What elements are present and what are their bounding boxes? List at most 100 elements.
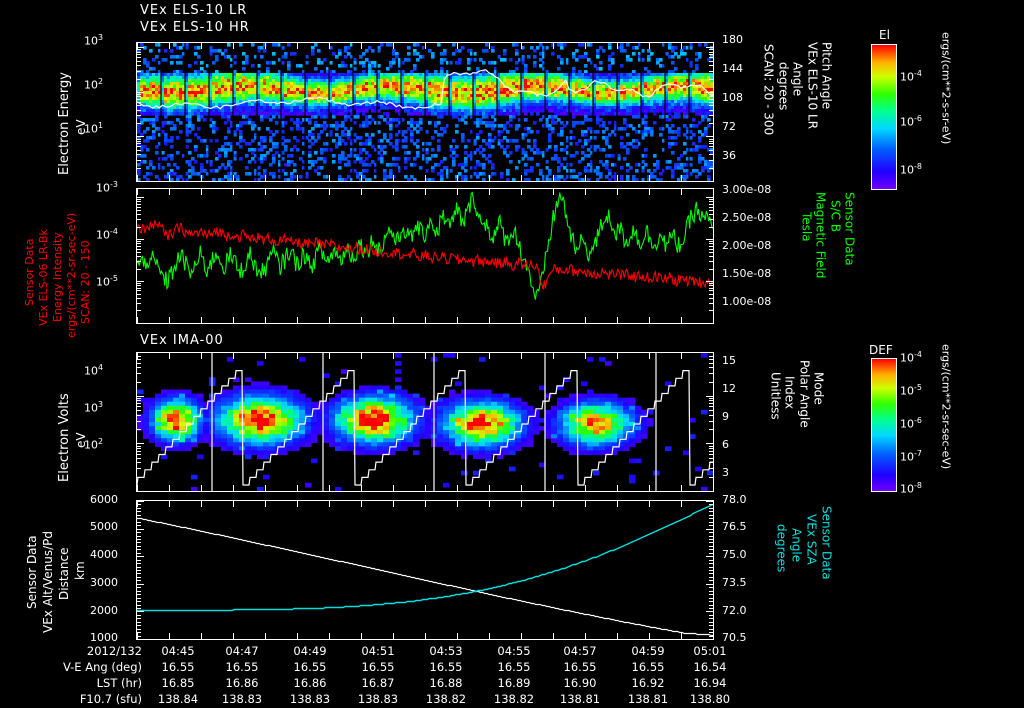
panel4-y2tick-4: 72.0: [722, 604, 747, 617]
colorbar2-tick-0: 10-4: [900, 350, 922, 365]
colorbar1-tick-2: 10-8: [900, 162, 922, 177]
panel3-plot-area[interactable]: [136, 352, 714, 492]
panel1-y2tick-1: 144: [722, 62, 743, 75]
panel2-y2-label-1: Sensor Data: [842, 192, 857, 266]
panel4-ytick-3: 3000: [90, 576, 118, 589]
table-cell: 138.83: [289, 692, 331, 706]
table-cell: 04:47: [225, 644, 259, 658]
panel4-lines: [137, 501, 713, 639]
table-row-label-2: LST (hr): [96, 676, 142, 690]
table-cell: 16.87: [361, 676, 395, 690]
table-cell: 04:59: [631, 644, 665, 658]
table-row-label-3: F10.7 (sfu): [79, 692, 142, 706]
panel2-lines: [137, 189, 713, 323]
panel4-y2-label-2: VEx SZA: [804, 514, 819, 565]
panel2-y2tick-4: 1.00e-08: [722, 295, 772, 308]
table-cell: 138.83: [221, 692, 263, 706]
table-cell: 16.86: [225, 676, 259, 690]
colorbar1-name: El: [879, 28, 890, 42]
colorbar2[interactable]: [871, 358, 897, 492]
table-row-label-1: V-E Ang (deg): [62, 660, 142, 674]
colorbar2-tick-2: 10-6: [900, 416, 922, 431]
panel2-y2-label-4: Tesla: [799, 212, 814, 242]
table-cell: 138.84: [157, 692, 199, 706]
colorbar2-unit: ergs/(cm**2-sr-sec-eV): [939, 344, 953, 470]
panel4-ytick-5: 1000: [90, 631, 118, 644]
panel4-ytick-2: 4000: [90, 548, 118, 561]
table-cell: 138.83: [357, 692, 399, 706]
colorbar1-gradient: [872, 45, 896, 189]
panel4-plot-area[interactable]: [136, 500, 714, 640]
panel1-y2-label-4: degrees: [776, 62, 791, 111]
table-cell: 04:57: [563, 644, 597, 658]
panel2-y2-label-3: Magnetic Field: [813, 192, 828, 279]
table-cell: 16.89: [497, 676, 531, 690]
table-cell: 04:55: [497, 644, 531, 658]
bottom-data-table: 2012/132 04:45 04:47 04:49 04:51 04:53 04:55 04…: [0, 645, 1024, 705]
table-cell: 04:53: [429, 644, 463, 658]
table-cell: 138.80: [689, 692, 731, 706]
panel1-y2-label-5: SCAN: 20 - 300: [761, 44, 776, 136]
panel3-y2tick-4: 3: [722, 466, 729, 479]
table-cell: 16.92: [631, 676, 665, 690]
panel4-ytick-4: 2000: [90, 604, 118, 617]
colorbar1-tick-0: 10-4: [900, 69, 922, 84]
panel1-y2tick-0: 180: [722, 33, 743, 46]
table-cell: 04:49: [293, 644, 327, 658]
panel3-y2tick-2: 9: [722, 410, 729, 423]
panel4-y2tick-1: 76.5: [722, 520, 747, 533]
panel2-label-4: ergs/(cm**2-sr-sec-eV): [65, 212, 78, 338]
panel3-ytick-1: 103: [84, 400, 104, 415]
panel3-y2-label-1: Mode: [811, 372, 826, 405]
panel3-y2-label-3: Index: [782, 376, 797, 410]
colorbar2-tick-4: 10-8: [900, 481, 922, 496]
panel1-y2-label-1: Pitch Angle: [819, 42, 834, 110]
table-cell: 16.86: [293, 676, 327, 690]
table-cell: 138.81: [559, 692, 601, 706]
table-cell: 04:51: [361, 644, 395, 658]
panel1-y2tick-2: 108: [722, 91, 743, 104]
table-cell: 16.55: [497, 660, 531, 674]
panel4-y2tick-5: 70.5: [722, 631, 747, 644]
colorbar1[interactable]: [871, 44, 897, 190]
panel4-y2tick-2: 75.0: [722, 548, 747, 561]
panel4-y2tick-0: 78.0: [722, 493, 747, 506]
colorbar2-tick-1: 10-5: [900, 383, 922, 398]
panel1-ytick-2: 101: [84, 121, 104, 136]
panel1-title-line2: VEx ELS-10 HR: [140, 20, 250, 35]
colorbar2-name: DEF: [869, 343, 893, 357]
panel4-label-3: Distance: [57, 547, 71, 600]
panel2-y2tick-3: 1.50e-08: [722, 267, 772, 280]
panel1-y2tick-3: 72: [722, 120, 736, 133]
table-cell: 05:01: [693, 644, 727, 658]
panel4-label-1: Sensor Data: [25, 535, 39, 609]
panel1-plot-area[interactable]: [136, 42, 714, 182]
panel4-label-4: km: [73, 561, 87, 580]
table-cell: 138.82: [425, 692, 467, 706]
table-cell: 16.55: [225, 660, 259, 674]
panel2-y2tick-1: 2.50e-08: [722, 211, 772, 224]
table-cell: 16.54: [693, 660, 727, 674]
table-cell: 16.94: [693, 676, 727, 690]
panel2-label-2: VEx ELS-06 LR-Bk: [37, 229, 50, 326]
colorbar2-tick-3: 10-7: [900, 449, 922, 464]
colorbar1-tick-1: 10-6: [900, 114, 922, 129]
panel1-y2-label-3: Angle: [790, 62, 805, 97]
panel3-y2-label-4: Unitless: [768, 372, 783, 420]
table-cell: 16.55: [631, 660, 665, 674]
panel1-ytick-0: 103: [84, 33, 104, 48]
panel2-ytick-0: 10-3: [96, 180, 118, 195]
panel2-label-1: Sensor Data: [23, 238, 36, 306]
panel3-y2-label-2: Polar Angle: [797, 360, 812, 428]
table-cell: 138.82: [493, 692, 535, 706]
table-cell: 16.55: [161, 660, 195, 674]
panel2-y2-label-2: S/C B: [828, 200, 843, 233]
panel3-title: VEx IMA-00: [140, 333, 224, 348]
table-cell: 16.55: [429, 660, 463, 674]
panel1-title-line1: VEx ELS-10 LR: [140, 3, 248, 18]
panel2-plot-area[interactable]: [136, 188, 714, 324]
colorbar1-unit: ergs/(cm**2-s-sr-eV): [939, 32, 953, 145]
panel3-yaxis-label: Electron Volts: [57, 393, 72, 482]
panel4-y2tick-3: 73.5: [722, 576, 747, 589]
